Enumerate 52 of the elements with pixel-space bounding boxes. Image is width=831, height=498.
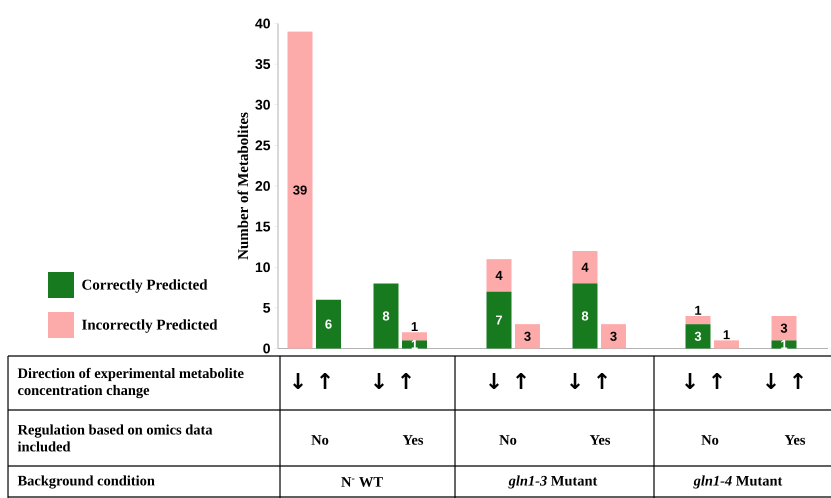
y-tick-label: 10 <box>256 262 270 272</box>
data-label: 4 <box>582 262 589 272</box>
y-axis-title: Number of Metabolites <box>237 112 248 260</box>
text: Yes <box>784 435 806 445</box>
y-tick-label: 5 <box>263 303 270 313</box>
text: No <box>701 435 718 445</box>
data-label: 4 <box>496 270 503 280</box>
data-label: 8 <box>582 311 588 321</box>
data-label: 1 <box>412 322 418 332</box>
legend-label: Incorrectly Predicted <box>82 319 218 333</box>
data-label: 6 <box>325 320 332 329</box>
y-tick-label: 40 <box>255 18 270 28</box>
legend-label: Correctly Predicted <box>82 279 208 293</box>
text: Direction of experimental metabolite concentration change <box>18 368 244 398</box>
text: Regulation based on omics data included <box>18 424 212 452</box>
text: Background condition <box>18 475 155 489</box>
text: N$^{-}$ WT <box>341 477 383 487</box>
text: No <box>499 435 516 445</box>
data-label: 3 <box>610 332 617 341</box>
x-tick-label: ↓ <box>489 372 499 390</box>
text: Yes <box>402 435 424 445</box>
data-label: 8 <box>382 311 390 321</box>
data-label: 1 <box>724 330 730 340</box>
data-label: 3 <box>694 332 702 341</box>
text: gln1-4 Mutant <box>693 475 782 489</box>
x-tick-label: ↓ <box>570 372 580 390</box>
data-label: 3 <box>524 332 531 341</box>
text: gln1-3 Mutant <box>508 475 598 489</box>
y-tick-label: 25 <box>255 140 270 150</box>
data-label: 1 <box>781 340 788 349</box>
data-label: 39 <box>293 185 307 195</box>
data-label: 7 <box>496 316 502 325</box>
x-tick-label: ↑ <box>597 372 607 390</box>
x-tick-label: ↓ <box>293 372 303 390</box>
x-tick-label: ↓ <box>374 372 384 390</box>
x-tick-label: ↑ <box>401 372 411 390</box>
x-tick-label: ↑ <box>793 372 803 390</box>
x-tick-label: ↑ <box>320 372 330 390</box>
y-tick-label: 0 <box>263 344 270 354</box>
data-label: 1 <box>695 306 702 315</box>
data-label: 3 <box>780 324 788 333</box>
text: No <box>311 435 328 445</box>
y-tick-label: 30 <box>255 100 270 110</box>
data-label: 1 <box>412 340 418 349</box>
x-tick-label: ↑ <box>712 372 722 390</box>
y-tick-label: 20 <box>255 181 270 191</box>
y-tick-label: 15 <box>256 222 270 232</box>
y-tick-label: 35 <box>255 59 270 70</box>
x-tick-label: ↓ <box>685 372 695 390</box>
x-tick-label: ↓ <box>766 372 776 390</box>
text: Yes <box>590 435 610 445</box>
x-tick-label: ↑ <box>516 372 526 390</box>
